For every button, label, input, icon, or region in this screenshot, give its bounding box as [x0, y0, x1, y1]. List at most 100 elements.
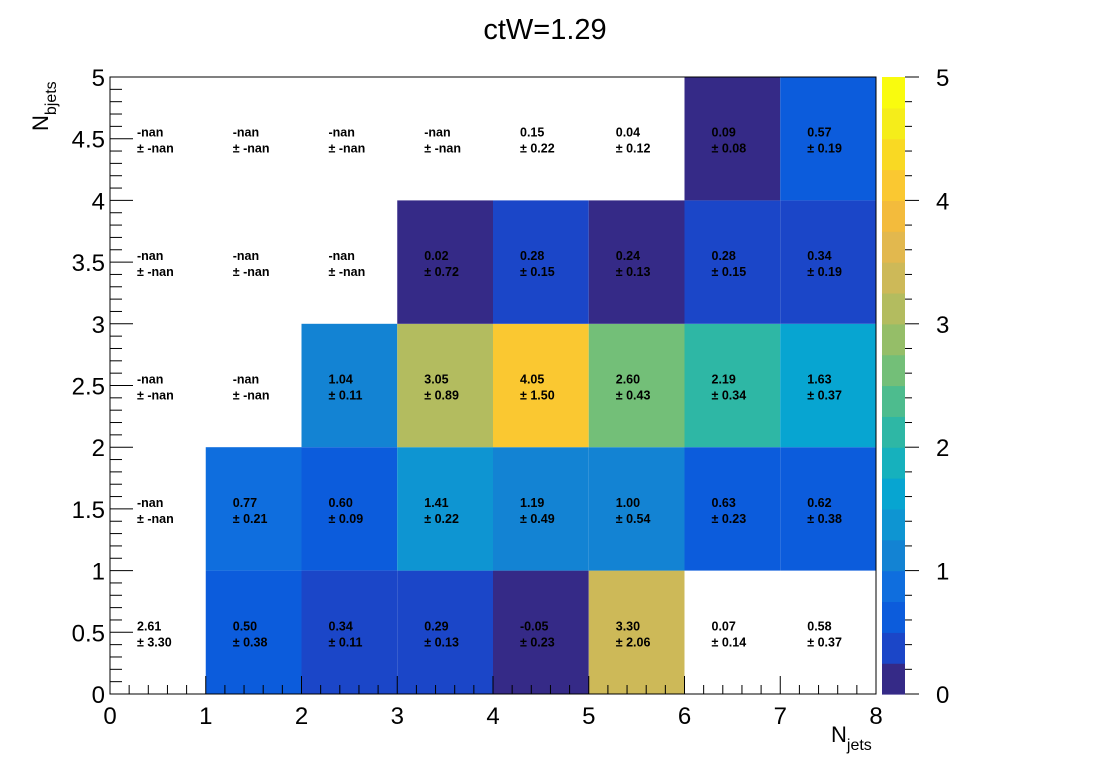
heatmap-cells	[205, 77, 876, 694]
cell-error-label: ± -nan	[233, 265, 270, 279]
heatmap-cell	[397, 323, 493, 448]
color-palette: 0 1 2 3 4 5	[882, 65, 949, 709]
x-tick-label: 5	[582, 703, 595, 730]
cell-error-label: ± 0.11	[329, 635, 363, 649]
cell-error-label: ± 0.19	[807, 142, 842, 156]
cell-value-label: 0.15	[520, 126, 544, 140]
cell-value-label: 0.50	[233, 619, 257, 633]
heatmap-cell	[684, 77, 781, 201]
cell-error-label: ± 0.43	[616, 389, 651, 403]
x-axis-title: Njets	[831, 722, 872, 754]
heatmap-cell	[301, 447, 398, 571]
heatmap-cell	[493, 570, 589, 694]
palette-tick-label: 2	[936, 435, 949, 462]
heatmap-cell	[493, 447, 589, 571]
heatmap-cell	[397, 200, 493, 324]
cell-error-label: ± 0.12	[616, 142, 651, 156]
cell-error-label: ± 0.23	[520, 635, 555, 649]
cell-value-label: 0.77	[233, 496, 257, 510]
x-tick-label: 3	[391, 703, 404, 730]
cell-error-label: ± -nan	[233, 389, 270, 403]
heatmap-cell	[205, 570, 302, 694]
cell-value-label: 2.19	[712, 373, 736, 387]
x-axis-title-sub: jets	[846, 737, 872, 754]
heatmap-cell	[397, 447, 493, 571]
heatmap-cell	[780, 323, 876, 448]
palette-swatch	[882, 663, 905, 695]
cell-error-label: ± -nan	[137, 142, 174, 156]
x-axis-title-main: N	[831, 722, 847, 747]
x-tick-label: 6	[678, 703, 691, 730]
palette-swatch	[882, 77, 905, 109]
cell-value-label: 0.04	[616, 126, 640, 140]
cell-value-label: -nan	[137, 373, 163, 387]
cell-value-label: 1.41	[424, 496, 448, 510]
palette-tick-label: 3	[936, 312, 949, 339]
palette-swatch	[882, 508, 905, 541]
cell-error-label: ± 0.38	[233, 635, 268, 649]
heatmap-cell	[684, 200, 781, 324]
heatmap-cell	[397, 570, 493, 694]
y-tick-label: 2.5	[72, 374, 105, 401]
cell-value-label: -nan	[233, 126, 259, 140]
cell-value-label: -nan	[329, 249, 355, 263]
cell-value-label: 0.29	[424, 619, 448, 633]
heatmap-cell	[301, 570, 398, 694]
cell-value-label: -nan	[137, 496, 163, 510]
heatmap-cell	[301, 323, 398, 448]
y-tick-label: 0.5	[72, 620, 105, 647]
cell-error-label: ± 0.13	[424, 635, 459, 649]
cell-value-label: -nan	[233, 249, 259, 263]
cell-error-label: ± 0.22	[424, 512, 459, 526]
y-axis-title-sub: bjets	[43, 81, 60, 115]
cell-value-label: -nan	[424, 126, 450, 140]
palette-tick-label: 5	[936, 65, 949, 92]
cell-value-label: 0.62	[807, 496, 831, 510]
cell-value-label: 0.24	[616, 249, 640, 263]
cell-value-label: 0.07	[712, 619, 736, 633]
cell-value-label: 0.09	[712, 126, 736, 140]
palette-swatch	[882, 231, 905, 263]
palette-swatch	[882, 570, 905, 603]
y-axis-title: Nbjets	[28, 81, 60, 131]
cell-error-label: ± -nan	[424, 142, 461, 156]
cell-error-label: ± 0.23	[712, 512, 747, 526]
palette-swatch	[882, 478, 905, 510]
cell-error-label: ± -nan	[329, 142, 366, 156]
heatmap-cell	[205, 447, 302, 571]
cell-error-label: ± 0.08	[712, 142, 747, 156]
palette-swatch	[882, 416, 905, 448]
cell-value-label: 2.61	[137, 619, 161, 633]
palette-tick-label: 0	[936, 682, 949, 709]
cell-value-label: 1.00	[616, 496, 640, 510]
y-tick-label: 2	[92, 435, 105, 462]
cell-error-label: ± 0.34	[712, 389, 747, 403]
cell-error-label: ± -nan	[137, 265, 174, 279]
cell-error-label: ± 1.50	[520, 389, 555, 403]
palette-swatch	[882, 107, 905, 140]
palette-swatch	[882, 169, 905, 201]
cell-error-label: ± -nan	[137, 512, 174, 526]
x-tick-label: 2	[295, 703, 308, 730]
cell-value-label: 0.34	[329, 619, 353, 633]
cell-value-label: 0.60	[329, 496, 353, 510]
palette-swatch	[882, 354, 905, 387]
x-tick-label: 7	[774, 703, 787, 730]
cell-value-label: 0.57	[807, 126, 831, 140]
cell-value-label: 4.05	[520, 373, 544, 387]
cell-error-label: ± 0.15	[712, 265, 747, 279]
cell-value-label: 1.04	[329, 373, 353, 387]
heatmap-cell	[780, 200, 876, 324]
cell-value-label: -nan	[137, 126, 163, 140]
y-tick-label: 4	[92, 188, 105, 215]
palette-swatch	[882, 323, 905, 356]
heatmap-cell	[684, 323, 781, 448]
y-axis-title-main: N	[28, 115, 53, 131]
y-tick-label: 1.5	[72, 497, 105, 524]
palette-tick-label: 4	[936, 188, 949, 215]
cell-value-label: -nan	[233, 373, 259, 387]
cell-error-label: ± -nan	[329, 265, 366, 279]
cell-value-label: -nan	[137, 249, 163, 263]
